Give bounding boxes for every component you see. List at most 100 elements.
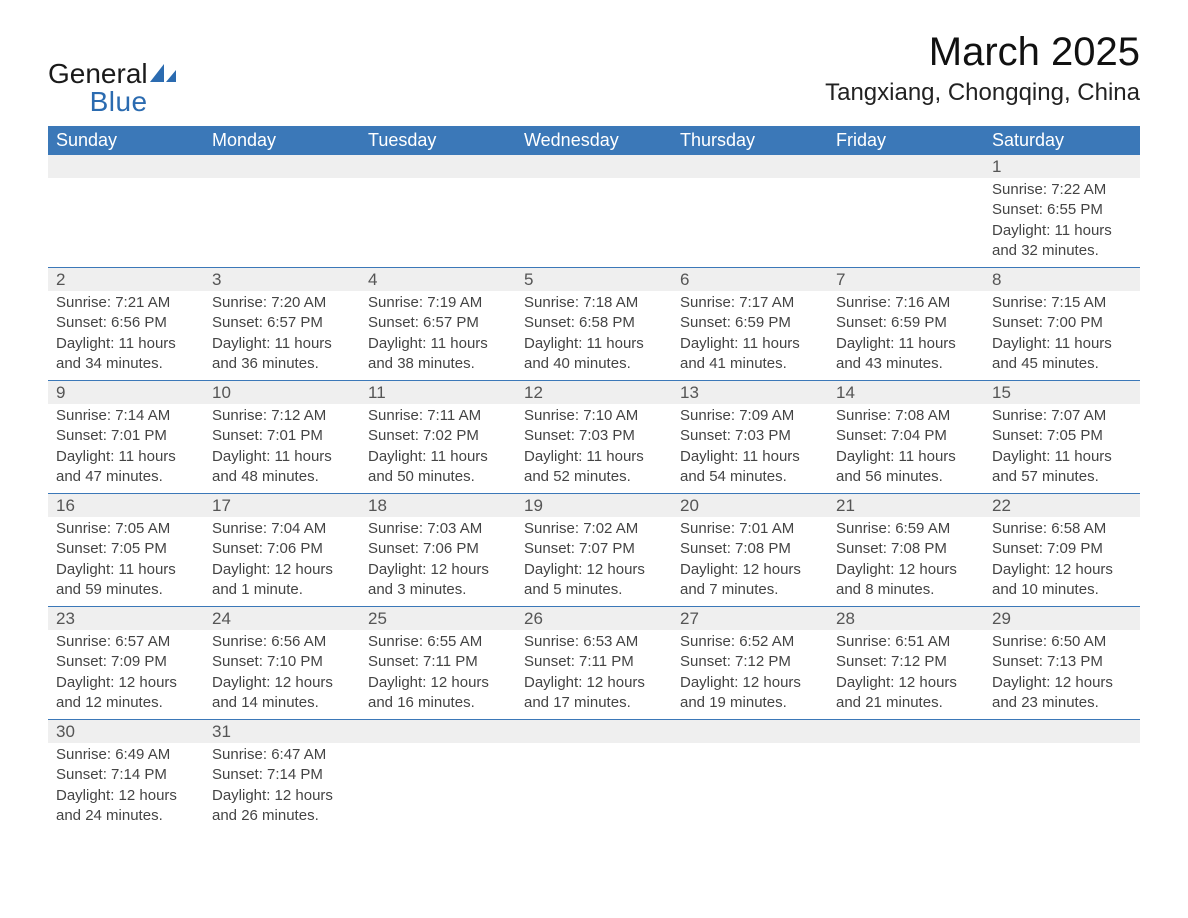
day-number-cell: 26: [516, 607, 672, 631]
sunset-line: Sunset: 7:04 PM: [836, 426, 976, 446]
day-number-cell: 12: [516, 381, 672, 405]
day-data-row: Sunrise: 7:14 AMSunset: 7:01 PMDaylight:…: [48, 404, 1140, 494]
sunrise-line: Sunrise: 6:56 AM: [212, 632, 352, 652]
day-number-cell: [984, 720, 1140, 744]
header: General Blue March 2025 Tangxiang, Chong…: [48, 30, 1140, 118]
sunrise-line: Sunrise: 7:11 AM: [368, 406, 508, 426]
sunset-line: Sunset: 7:14 PM: [212, 765, 352, 785]
day-number-cell: [828, 155, 984, 178]
day-number-cell: 8: [984, 268, 1140, 292]
day-data-cell: [516, 743, 672, 832]
sunrise-line: Sunrise: 7:10 AM: [524, 406, 664, 426]
daylight-line: Daylight: 12 hours and 23 minutes.: [992, 673, 1132, 714]
day-data-cell: Sunrise: 7:16 AMSunset: 6:59 PMDaylight:…: [828, 291, 984, 381]
sunset-line: Sunset: 6:57 PM: [212, 313, 352, 333]
sunrise-line: Sunrise: 6:51 AM: [836, 632, 976, 652]
day-data-cell: [984, 743, 1140, 832]
day-data-cell: Sunrise: 7:18 AMSunset: 6:58 PMDaylight:…: [516, 291, 672, 381]
day-data-cell: Sunrise: 7:11 AMSunset: 7:02 PMDaylight:…: [360, 404, 516, 494]
sunset-line: Sunset: 7:11 PM: [368, 652, 508, 672]
daylight-line: Daylight: 12 hours and 16 minutes.: [368, 673, 508, 714]
sunrise-line: Sunrise: 7:22 AM: [992, 180, 1132, 200]
sunset-line: Sunset: 7:10 PM: [212, 652, 352, 672]
sunset-line: Sunset: 7:05 PM: [992, 426, 1132, 446]
sunset-line: Sunset: 7:12 PM: [680, 652, 820, 672]
calendar-table: SundayMondayTuesdayWednesdayThursdayFrid…: [48, 126, 1140, 832]
day-number-cell: [516, 155, 672, 178]
daylight-line: Daylight: 12 hours and 8 minutes.: [836, 560, 976, 601]
day-number-row: 2345678: [48, 268, 1140, 292]
day-data-cell: [360, 743, 516, 832]
day-data-cell: [516, 178, 672, 268]
day-data-cell: Sunrise: 6:56 AMSunset: 7:10 PMDaylight:…: [204, 630, 360, 720]
daylight-line: Daylight: 12 hours and 17 minutes.: [524, 673, 664, 714]
day-data-row: Sunrise: 7:21 AMSunset: 6:56 PMDaylight:…: [48, 291, 1140, 381]
sunrise-line: Sunrise: 7:20 AM: [212, 293, 352, 313]
day-number-cell: [672, 720, 828, 744]
daylight-line: Daylight: 11 hours and 41 minutes.: [680, 334, 820, 375]
day-data-row: Sunrise: 7:22 AMSunset: 6:55 PMDaylight:…: [48, 178, 1140, 268]
day-number-cell: 7: [828, 268, 984, 292]
weekday-header: Sunday: [48, 126, 204, 155]
daylight-line: Daylight: 12 hours and 12 minutes.: [56, 673, 196, 714]
day-data-cell: Sunrise: 7:12 AMSunset: 7:01 PMDaylight:…: [204, 404, 360, 494]
sunrise-line: Sunrise: 6:59 AM: [836, 519, 976, 539]
day-data-cell: Sunrise: 6:53 AMSunset: 7:11 PMDaylight:…: [516, 630, 672, 720]
day-number-row: 1: [48, 155, 1140, 178]
daylight-line: Daylight: 11 hours and 34 minutes.: [56, 334, 196, 375]
weekday-header: Tuesday: [360, 126, 516, 155]
day-data-cell: Sunrise: 7:05 AMSunset: 7:05 PMDaylight:…: [48, 517, 204, 607]
day-number-cell: 18: [360, 494, 516, 518]
day-data-cell: Sunrise: 7:21 AMSunset: 6:56 PMDaylight:…: [48, 291, 204, 381]
day-number-cell: [828, 720, 984, 744]
daylight-line: Daylight: 12 hours and 1 minute.: [212, 560, 352, 601]
day-number-row: 16171819202122: [48, 494, 1140, 518]
day-data-cell: Sunrise: 7:17 AMSunset: 6:59 PMDaylight:…: [672, 291, 828, 381]
day-number-cell: 30: [48, 720, 204, 744]
daylight-line: Daylight: 12 hours and 3 minutes.: [368, 560, 508, 601]
day-number-cell: 6: [672, 268, 828, 292]
sunset-line: Sunset: 7:12 PM: [836, 652, 976, 672]
logo-sail-icon: [150, 62, 178, 86]
sunset-line: Sunset: 7:07 PM: [524, 539, 664, 559]
daylight-line: Daylight: 12 hours and 21 minutes.: [836, 673, 976, 714]
day-number-cell: 1: [984, 155, 1140, 178]
day-number-cell: 10: [204, 381, 360, 405]
daylight-line: Daylight: 11 hours and 48 minutes.: [212, 447, 352, 488]
day-data-cell: Sunrise: 7:15 AMSunset: 7:00 PMDaylight:…: [984, 291, 1140, 381]
sunrise-line: Sunrise: 7:18 AM: [524, 293, 664, 313]
title-block: March 2025 Tangxiang, Chongqing, China: [825, 30, 1140, 107]
daylight-line: Daylight: 11 hours and 36 minutes.: [212, 334, 352, 375]
sunset-line: Sunset: 6:59 PM: [836, 313, 976, 333]
day-data-cell: Sunrise: 6:51 AMSunset: 7:12 PMDaylight:…: [828, 630, 984, 720]
day-number-cell: 24: [204, 607, 360, 631]
sunrise-line: Sunrise: 7:15 AM: [992, 293, 1132, 313]
weekday-header: Wednesday: [516, 126, 672, 155]
sunset-line: Sunset: 7:03 PM: [524, 426, 664, 446]
day-data-cell: [204, 178, 360, 268]
logo-line1: General: [48, 58, 148, 89]
daylight-line: Daylight: 11 hours and 56 minutes.: [836, 447, 976, 488]
day-number-cell: [360, 720, 516, 744]
day-number-cell: 16: [48, 494, 204, 518]
day-number-cell: [48, 155, 204, 178]
sunrise-line: Sunrise: 7:04 AM: [212, 519, 352, 539]
day-data-cell: Sunrise: 7:03 AMSunset: 7:06 PMDaylight:…: [360, 517, 516, 607]
daylight-line: Daylight: 12 hours and 19 minutes.: [680, 673, 820, 714]
sunset-line: Sunset: 6:57 PM: [368, 313, 508, 333]
daylight-line: Daylight: 11 hours and 43 minutes.: [836, 334, 976, 375]
daylight-line: Daylight: 11 hours and 32 minutes.: [992, 221, 1132, 262]
logo: General Blue: [48, 30, 178, 118]
day-data-cell: [672, 178, 828, 268]
day-data-cell: Sunrise: 7:09 AMSunset: 7:03 PMDaylight:…: [672, 404, 828, 494]
sunset-line: Sunset: 7:02 PM: [368, 426, 508, 446]
day-number-cell: 22: [984, 494, 1140, 518]
daylight-line: Daylight: 11 hours and 54 minutes.: [680, 447, 820, 488]
day-data-cell: Sunrise: 7:07 AMSunset: 7:05 PMDaylight:…: [984, 404, 1140, 494]
day-data-cell: [48, 178, 204, 268]
day-data-cell: Sunrise: 6:49 AMSunset: 7:14 PMDaylight:…: [48, 743, 204, 832]
sunrise-line: Sunrise: 7:08 AM: [836, 406, 976, 426]
weekday-header: Saturday: [984, 126, 1140, 155]
sunset-line: Sunset: 7:01 PM: [212, 426, 352, 446]
sunrise-line: Sunrise: 7:17 AM: [680, 293, 820, 313]
